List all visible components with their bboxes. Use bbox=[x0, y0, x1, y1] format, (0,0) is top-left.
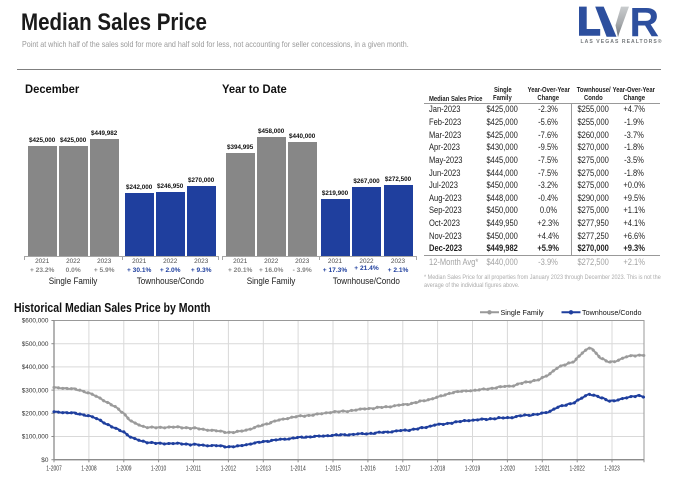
svg-text:1-2023: 1-2023 bbox=[604, 466, 619, 473]
svg-text:R: R bbox=[630, 2, 660, 45]
svg-text:1-2019: 1-2019 bbox=[465, 466, 480, 473]
svg-text:1-2009: 1-2009 bbox=[116, 466, 131, 473]
svg-text:1-2018: 1-2018 bbox=[430, 466, 445, 473]
svg-text:1-2011: 1-2011 bbox=[186, 466, 201, 473]
svg-text:1-2014: 1-2014 bbox=[290, 466, 305, 473]
svg-text:$500,000: $500,000 bbox=[22, 341, 49, 348]
svg-text:$600,000: $600,000 bbox=[22, 318, 49, 325]
svg-text:1-2007: 1-2007 bbox=[46, 466, 61, 473]
svg-text:$300,000: $300,000 bbox=[22, 387, 49, 394]
svg-text:1-2013: 1-2013 bbox=[256, 466, 271, 473]
svg-text:1-2010: 1-2010 bbox=[151, 466, 166, 473]
svg-text:1-2020: 1-2020 bbox=[500, 466, 515, 473]
svg-text:LAS VEGAS REALTORS®: LAS VEGAS REALTORS® bbox=[581, 38, 663, 45]
svg-text:$400,000: $400,000 bbox=[22, 364, 49, 371]
svg-text:1-2012: 1-2012 bbox=[221, 466, 236, 473]
svg-text:$100,000: $100,000 bbox=[22, 434, 49, 441]
svg-text:1-2015: 1-2015 bbox=[325, 466, 340, 473]
svg-text:1-2008: 1-2008 bbox=[81, 466, 96, 473]
svg-text:Townhouse/Condo: Townhouse/Condo bbox=[582, 308, 642, 317]
svg-text:1-2021: 1-2021 bbox=[535, 466, 550, 473]
svg-text:1-2016: 1-2016 bbox=[360, 466, 375, 473]
svg-text:1-2022: 1-2022 bbox=[570, 466, 585, 473]
svg-text:$200,000: $200,000 bbox=[22, 411, 49, 418]
svg-text:Single Family: Single Family bbox=[501, 308, 545, 317]
svg-text:1-2017: 1-2017 bbox=[395, 466, 410, 473]
svg-text:$0: $0 bbox=[41, 457, 49, 464]
